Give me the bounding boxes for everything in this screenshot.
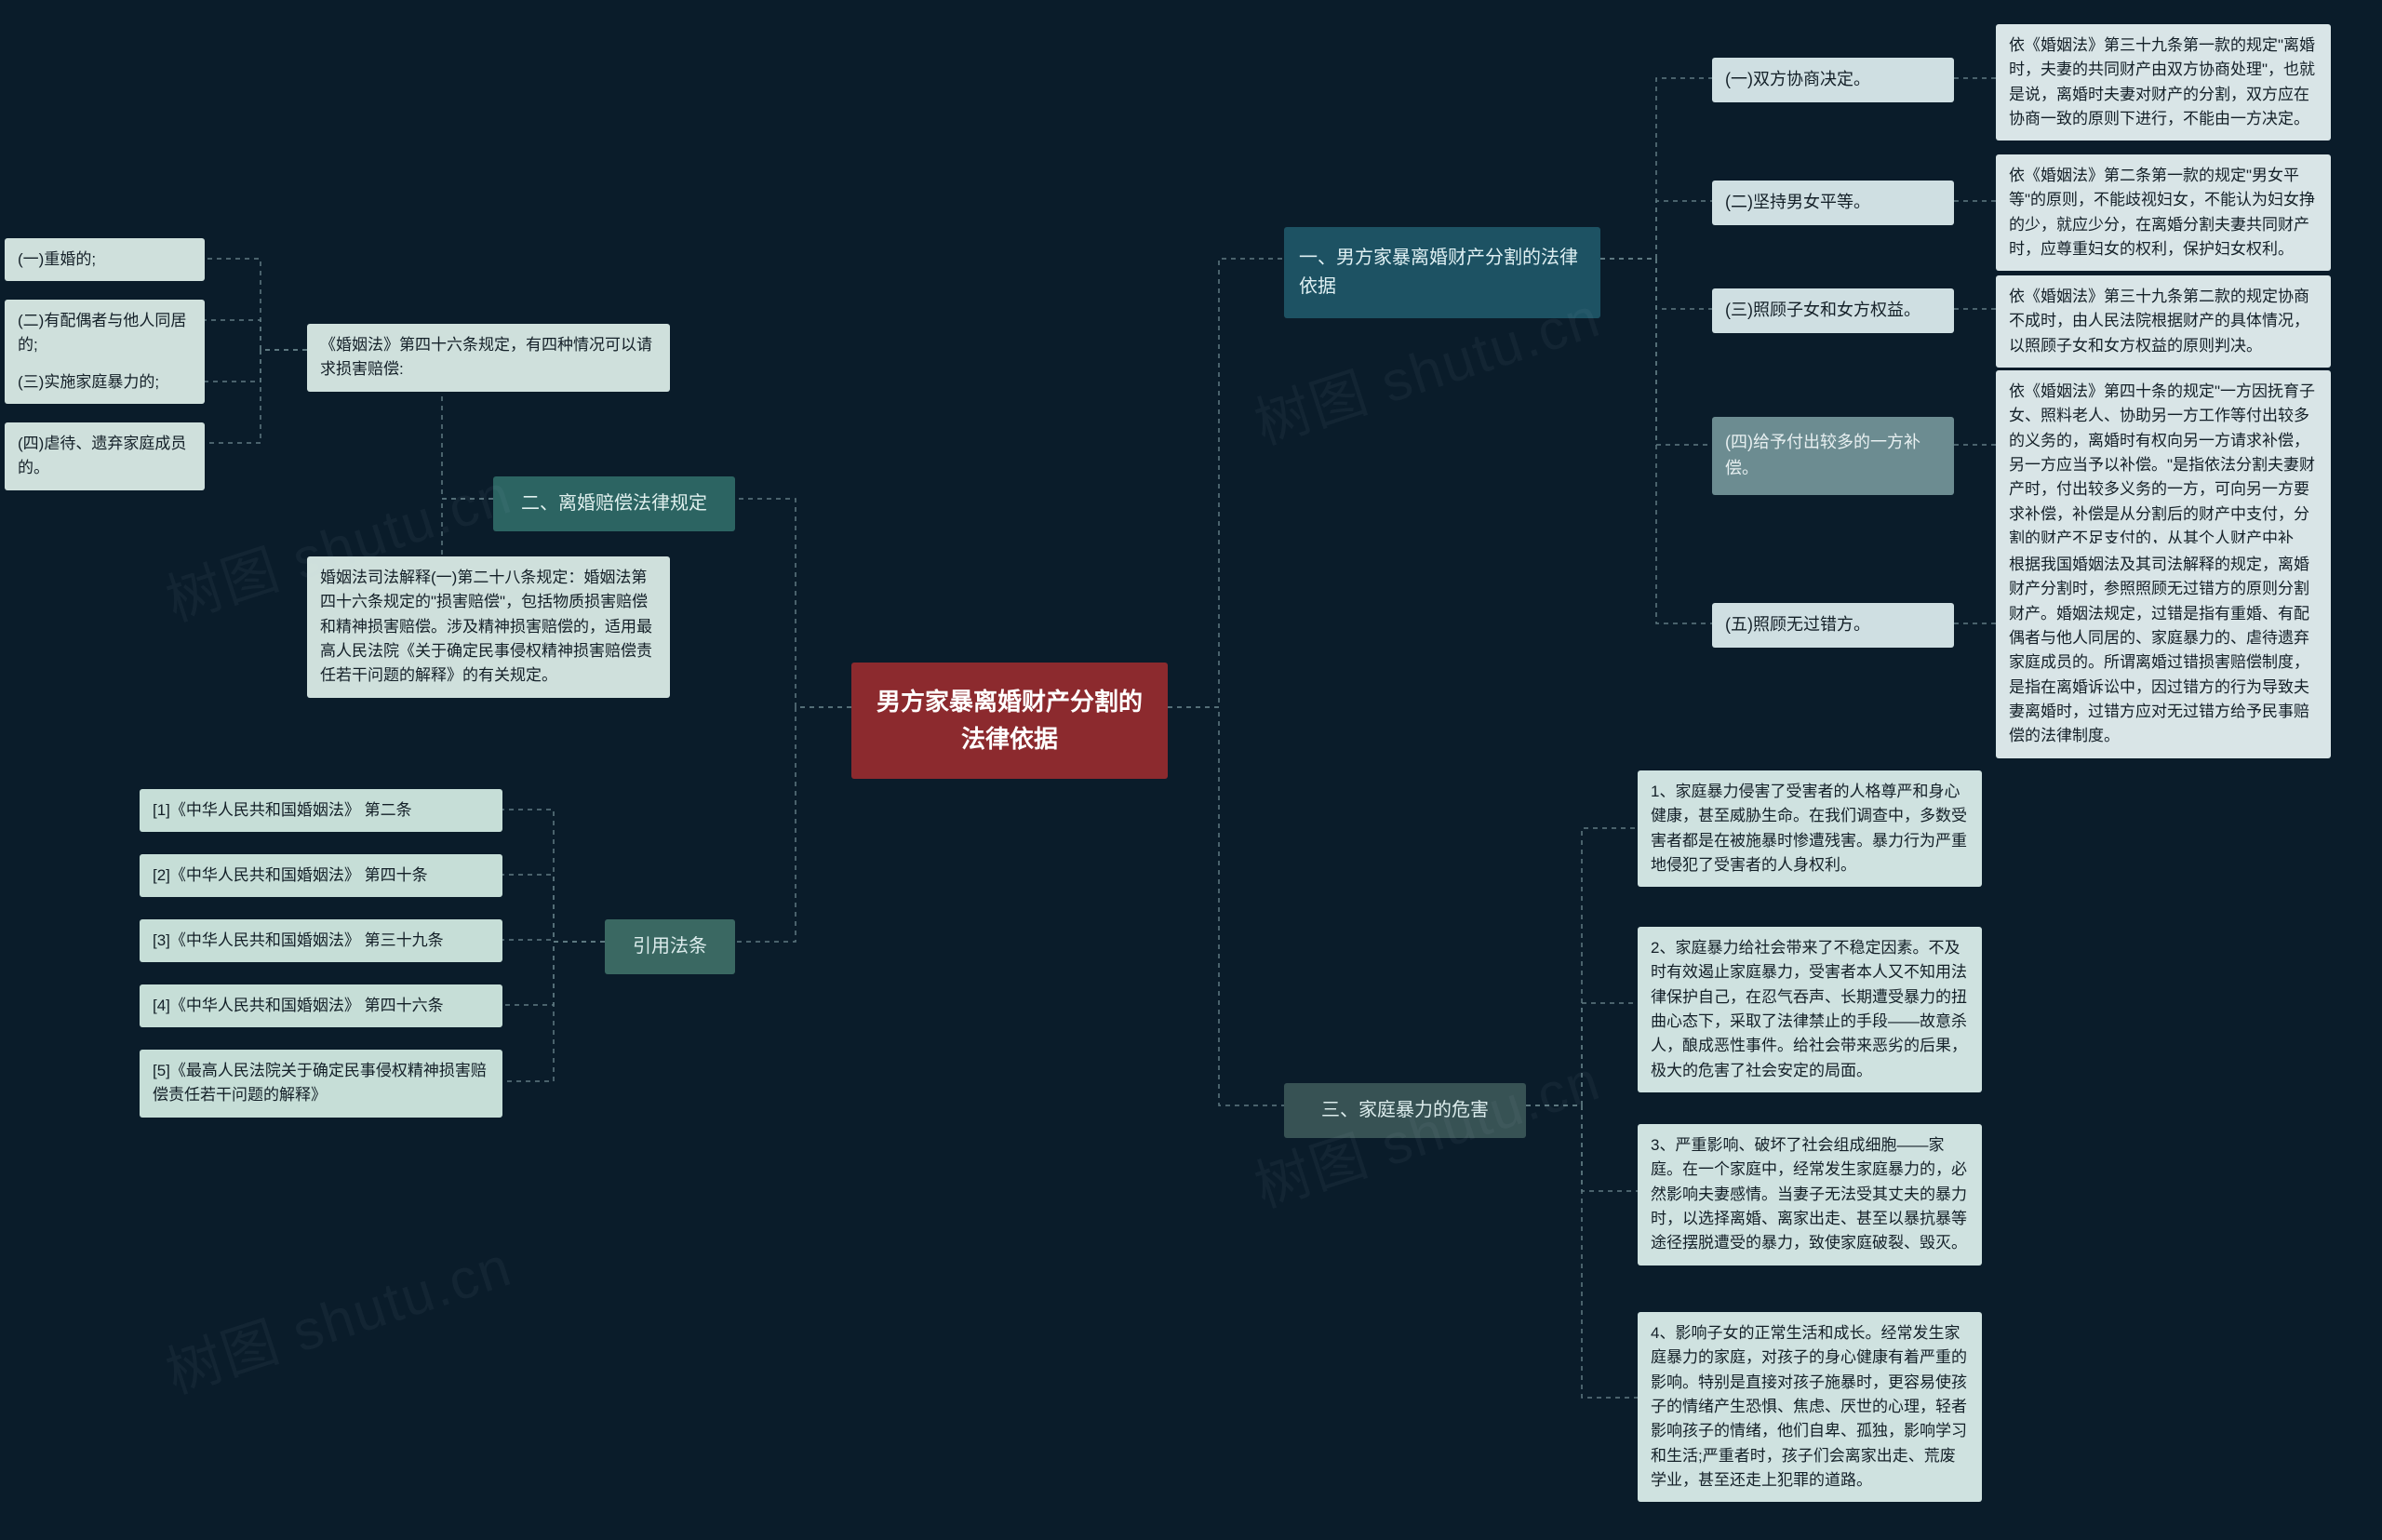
branch-compensation[interactable]: 二、离婚赔偿法律规定 [493, 476, 735, 531]
b4-ref-2: [2]《中华人民共和国婚姻法》 第四十条 [140, 854, 502, 897]
b1-item-2[interactable]: (二)坚持男女平等。 [1712, 181, 1954, 225]
branch-references[interactable]: 引用法条 [605, 919, 735, 974]
b1-item-2-desc: 依《婚姻法》第二条第一款的规定"男女平等"的原则，不能歧视妇女，不能认为妇女挣的… [1996, 154, 2331, 271]
b2-sub-3: (三)实施家庭暴力的; [5, 361, 205, 404]
watermark: 树图 shutu.cn [154, 1222, 521, 1410]
b2-reg46: 《婚姻法》第四十六条规定，有四种情况可以请求损害赔偿: [307, 324, 670, 392]
root-node[interactable]: 男方家暴离婚财产分割的法律依据 [851, 663, 1168, 779]
b2-reg28: 婚姻法司法解释(一)第二十八条规定：婚姻法第四十六条规定的"损害赔偿"，包括物质… [307, 556, 670, 698]
b1-item-5[interactable]: (五)照顾无过错方。 [1712, 603, 1954, 648]
b3-item-1: 1、家庭暴力侵害了受害者的人格尊严和身心健康，甚至威胁生命。在我们调查中，多数受… [1638, 770, 1982, 887]
b3-item-2: 2、家庭暴力给社会带来了不稳定因素。不及时有效遏止家庭暴力，受害者本人又不知用法… [1638, 927, 1982, 1092]
b4-ref-3: [3]《中华人民共和国婚姻法》 第三十九条 [140, 919, 502, 962]
b4-ref-4: [4]《中华人民共和国婚姻法》 第四十六条 [140, 984, 502, 1027]
b2-sub-2: (二)有配偶者与他人同居的; [5, 300, 205, 368]
b1-item-3-desc: 依《婚姻法》第三十九条第二款的规定协商不成时，由人民法院根据财产的具体情况，以照… [1996, 275, 2331, 368]
b1-item-1-desc: 依《婚姻法》第三十九条第一款的规定"离婚时，夫妻的共同财产由双方协商处理"，也就… [1996, 24, 2331, 141]
branch-dv-harm[interactable]: 三、家庭暴力的危害 [1284, 1083, 1526, 1138]
b4-ref-1: [1]《中华人民共和国婚姻法》 第二条 [140, 789, 502, 832]
b4-ref-5: [5]《最高人民法院关于确定民事侵权精神损害赔偿责任若干问题的解释》 [140, 1050, 502, 1118]
b1-item-5-desc: 根据我国婚姻法及其司法解释的规定，离婚财产分割时，参照照顾无过错方的原则分割财产… [1996, 543, 2331, 758]
b3-item-4: 4、影响子女的正常生活和成长。经常发生家庭暴力的家庭，对孩子的身心健康有着严重的… [1638, 1312, 1982, 1502]
mindmap-canvas: 男方家暴离婚财产分割的法律依据 一、男方家暴离婚财产分割的法律依据 (一)双方协… [0, 0, 2382, 1540]
branch-legal-basis[interactable]: 一、男方家暴离婚财产分割的法律依据 [1284, 227, 1600, 318]
b1-item-1[interactable]: (一)双方协商决定。 [1712, 58, 1954, 102]
b1-item-4[interactable]: (四)给予付出较多的一方补偿。 [1712, 417, 1954, 495]
b2-sub-1: (一)重婚的; [5, 238, 205, 281]
b3-item-3: 3、严重影响、破坏了社会组成细胞——家庭。在一个家庭中，经常发生家庭暴力的，必然… [1638, 1124, 1982, 1265]
b2-sub-4: (四)虐待、遗弃家庭成员的。 [5, 422, 205, 490]
b1-item-3[interactable]: (三)照顾子女和女方权益。 [1712, 288, 1954, 333]
